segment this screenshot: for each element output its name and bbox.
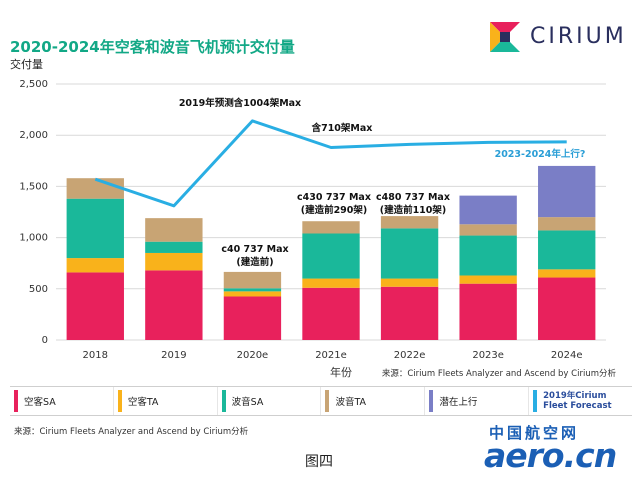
- bar-segment: [302, 221, 360, 234]
- y-tick-label: 2,000: [19, 130, 48, 141]
- bar-segment: [538, 217, 596, 231]
- y-tick-label: 0: [42, 335, 48, 346]
- bar-segment: [66, 178, 124, 199]
- legend-item-forecast: 2019年Cirium Fleet Forecast: [529, 387, 632, 415]
- x-axis-label: 年份: [330, 365, 352, 379]
- legend-item-boeing-sa: 波音SA: [218, 387, 322, 415]
- chart-annotation: c40 737 Max: [221, 244, 288, 255]
- figure-caption: 图四: [305, 454, 333, 470]
- legend-item-airbus-ta: 空客TA: [114, 387, 218, 415]
- watermark-en-text: aero.cn: [484, 436, 617, 475]
- chart-annotation: (建造前290架): [301, 204, 368, 216]
- legend-swatch: [14, 390, 18, 412]
- forecast-line: [94, 119, 567, 208]
- bar-segment: [302, 287, 360, 340]
- bar-segment: [145, 270, 203, 340]
- bar-segment: [302, 278, 360, 288]
- source-note-bottom: 来源：Cirium Fleets Analyzer and Ascend by …: [14, 427, 249, 437]
- x-tick-label: 2023e: [472, 350, 504, 361]
- bar-segment: [538, 230, 596, 270]
- bar-segment: [380, 278, 439, 287]
- y-tick-label: 500: [29, 284, 48, 295]
- legend-forecast-swatch: [533, 390, 538, 412]
- bar-segment: [145, 218, 203, 242]
- bar-segment: [302, 233, 360, 279]
- aero-cn-watermark: 中国航空网 aero.cn: [484, 422, 634, 475]
- legend-label: 空客TA: [127, 397, 159, 408]
- bar-segment: [223, 271, 282, 289]
- legend-swatch: [429, 390, 434, 412]
- legend-label: 潜在上行: [439, 397, 478, 408]
- stacked-bar-chart: 交付量 0 500 1,000 1,500 2,000 2,500 2018 2019 2020e…: [10, 57, 617, 379]
- legend-item-airbus-sa: 空客SA: [10, 387, 114, 415]
- x-tick-label: 2019: [161, 350, 186, 361]
- chart-annotation: c480 737 Max: [376, 192, 450, 203]
- legend-swatch: [325, 390, 330, 412]
- legend-forecast-line2: Fleet Forecast: [543, 401, 612, 411]
- legend-swatch: [221, 390, 226, 412]
- legend-label: 波音SA: [231, 397, 264, 408]
- y-tick-label: 1,500: [19, 181, 48, 192]
- bar-segment: [459, 235, 517, 276]
- bar-segment: [538, 269, 596, 278]
- legend-item-potential-upside: 潜在上行: [425, 387, 530, 415]
- bar-segment: [223, 288, 282, 292]
- bar-segment: [380, 216, 439, 229]
- y-tick-label: 2,500: [19, 79, 48, 90]
- bar-segment: [459, 283, 517, 340]
- bar-segment: [66, 272, 124, 340]
- chart-title: 2020-2024年空客和波音飞机预计交付量: [10, 38, 295, 56]
- bar-segment: [66, 258, 124, 273]
- bar-segment: [380, 228, 439, 279]
- x-tick-label: 2018: [83, 350, 108, 361]
- x-tick-label: 2021e: [315, 350, 347, 361]
- legend-forecast-label: 2019年Cirium Fleet Forecast: [543, 391, 611, 411]
- watermark-cn-text: 中国航空网: [489, 424, 580, 442]
- bar-segment: [459, 275, 517, 284]
- bar-segment: [538, 277, 596, 340]
- bar-segment: [223, 291, 282, 297]
- x-tick-label: 2022e: [394, 350, 426, 361]
- legend-label: 空客SA: [24, 397, 56, 408]
- y-tick-label: 1,000: [19, 233, 48, 244]
- cirium-logo-icon: [490, 22, 520, 52]
- chart-annotation: (建造前110架): [380, 204, 447, 216]
- bar-segment: [459, 195, 517, 225]
- legend-label: 波音TA: [335, 397, 367, 408]
- y-axis-label: 交付量: [10, 57, 43, 71]
- x-tick-label: 2024e: [551, 350, 583, 361]
- legend-forecast-line1: 2019年Cirium: [543, 391, 607, 401]
- bar-segment: [66, 198, 124, 259]
- chart-annotation: 2019年预测含1004架Max: [179, 97, 301, 109]
- legend-swatch: [117, 390, 122, 412]
- bar-segment: [223, 296, 282, 340]
- chart-annotation: (建造前): [236, 256, 273, 268]
- bar-segment: [459, 224, 517, 236]
- source-note: 来源：Cirium Fleets Analyzer and Ascend by …: [382, 368, 617, 379]
- chart-annotation: 含710架Max: [311, 122, 373, 134]
- legend: 空客SA 空客TA 波音SA 波音TA 潜在上行 2019年Cirium Fle…: [10, 386, 632, 416]
- chart-annotation: c430 737 Max: [297, 192, 371, 203]
- cirium-logo: CIRIUM: [486, 16, 636, 60]
- bar-segment: [145, 241, 203, 253]
- bar-segment: [538, 165, 596, 218]
- bar-segment: [380, 286, 439, 340]
- bar-segment: [145, 252, 203, 271]
- legend-item-boeing-ta: 波音TA: [321, 387, 426, 415]
- cirium-logo-text: CIRIUM: [530, 24, 627, 49]
- chart-panel: 2020-2024年空客和波音飞机预计交付量 CIRIUM 交付量 0 500 1,0…: [10, 16, 636, 437]
- chart-annotation: 2023-2024年上行?: [495, 148, 586, 160]
- x-tick-label: 2020e: [237, 350, 269, 361]
